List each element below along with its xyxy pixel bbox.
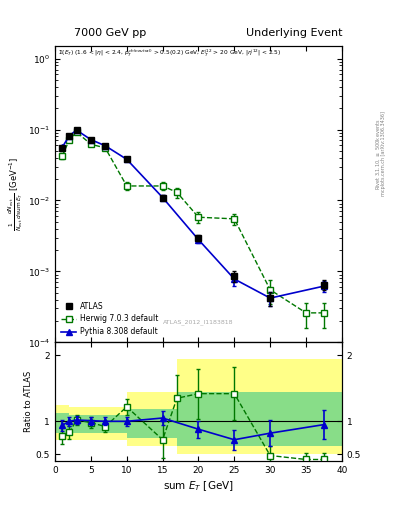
Text: $\Sigma(E_T)$ (1.6 < $|\eta|$ < 2.4, $p_T^{ch(neutral)}$ > 0.5(0.2) GeV, $E_T^{j: $\Sigma(E_T)$ (1.6 < $|\eta|$ < 2.4, $p_…: [58, 48, 281, 58]
Text: ATLAS_2012_I1183818: ATLAS_2012_I1183818: [163, 319, 234, 325]
Y-axis label: $\frac{1}{N_\mathrm{evt}}\frac{dN_\mathrm{evt}}{d\,\mathrm{sum}\,E_T}$ [GeV$^{-1: $\frac{1}{N_\mathrm{evt}}\frac{dN_\mathr…: [6, 157, 25, 231]
X-axis label: sum $E_T$ [GeV]: sum $E_T$ [GeV]: [163, 479, 234, 493]
Y-axis label: Ratio to ATLAS: Ratio to ATLAS: [24, 371, 33, 432]
Text: mcplots.cern.ch [arXiv:1306.3436]: mcplots.cern.ch [arXiv:1306.3436]: [381, 111, 386, 196]
Text: Underlying Event: Underlying Event: [246, 28, 343, 38]
Text: 7000 GeV pp: 7000 GeV pp: [74, 28, 146, 38]
Legend: ATLAS, Herwig 7.0.3 default, Pythia 8.308 default: ATLAS, Herwig 7.0.3 default, Pythia 8.30…: [59, 300, 161, 338]
Text: Rivet 3.1.10, $\geq$ 500k events: Rivet 3.1.10, $\geq$ 500k events: [374, 118, 382, 189]
